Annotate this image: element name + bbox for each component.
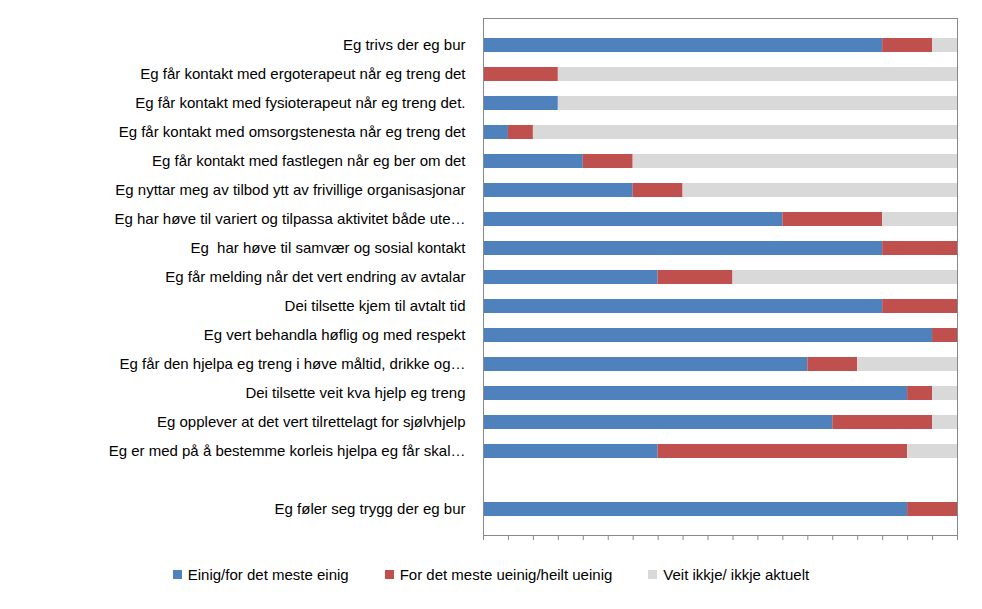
svg-text:Eg opplever at det vert tilret: Eg opplever at det vert tilrettelagt for… — [157, 413, 465, 430]
html-text:Veit ikkje/ ikkje aktuelt: Veit ikkje/ ikkje aktuelt — [663, 566, 810, 583]
svg-text:Eg får kontakt med fysioterape: Eg får kontakt med fysioterapeut når eg … — [135, 94, 465, 111]
svg-text:Eg vert behandla høflig og med: Eg vert behandla høflig og med respekt — [204, 326, 467, 343]
svg-text:Eg nyttar meg av tilbod ytt av: Eg nyttar meg av tilbod ytt av frivillig… — [115, 181, 465, 198]
svg-text:Eg er med på å bestemme korlei: Eg er med på å bestemme korleis hjelpa e… — [109, 442, 466, 459]
svg-text:Eg får kontakt med fastlegen n: Eg får kontakt med fastlegen når eg ber … — [152, 152, 466, 169]
svg-text:Eg har høve til variert og til: Eg har høve til variert og tilpassa akti… — [114, 210, 465, 227]
svg-text:Eg får den hjelpa eg treng i h: Eg får den hjelpa eg treng i høve måltid… — [119, 355, 465, 372]
svg-text:Eg får kontakt med ergoterapeu: Eg får kontakt med ergoterapeut når eg t… — [140, 65, 466, 82]
svg-text:Eg får melding når det vert en: Eg får melding når det vert endring av a… — [165, 268, 465, 285]
svg-text:Eg får kontakt med omsorgstene: Eg får kontakt med omsorgstenesta når eg… — [119, 123, 467, 140]
svg-text:Eg har høve til samvær og sos: Eg har høve til samvær og sosial kontakt — [190, 239, 466, 256]
svg-text:Dei tilsette kjem til avtalt t: Dei tilsette kjem til avtalt tid — [285, 297, 466, 314]
html-text:Einig/for det meste einig: Einig/for det meste einig — [187, 566, 349, 583]
html-text:For det meste ueinig/heilt uei: For det meste ueinig/heilt ueinig — [399, 566, 613, 583]
svg-text:Dei tilsette veit kva hjelp eg: Dei tilsette veit kva hjelp eg treng — [245, 384, 465, 401]
svg-text:Eg trivs der eg bur: Eg trivs der eg bur — [343, 36, 466, 53]
svg-text:Eg føler seg trygg der eg bur: Eg føler seg trygg der eg bur — [275, 500, 466, 517]
